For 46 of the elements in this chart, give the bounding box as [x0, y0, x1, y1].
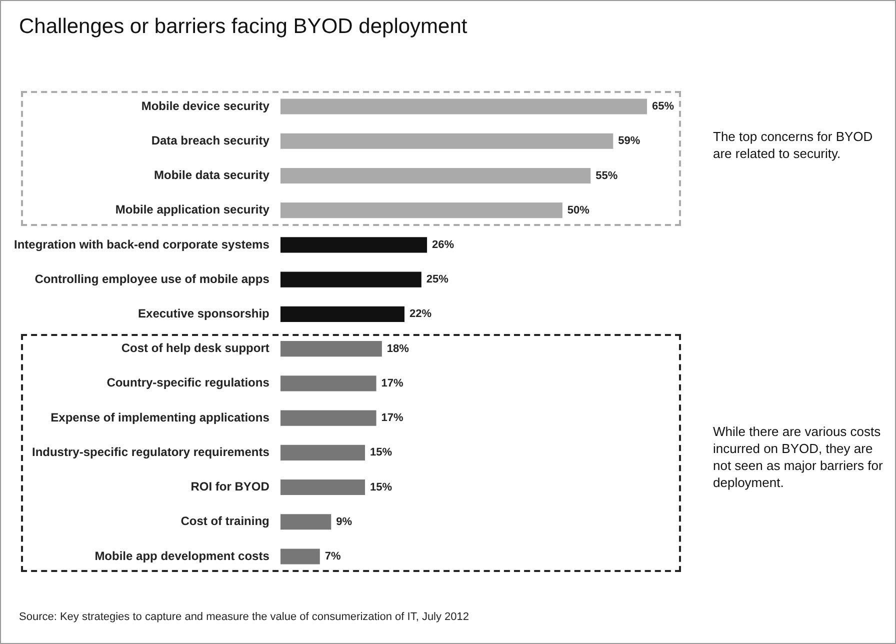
bar: [280, 376, 376, 392]
y-tick-label: Cost of training: [180, 514, 270, 528]
bar: [280, 341, 382, 357]
data-label: 15%: [370, 481, 392, 494]
data-label: 17%: [381, 377, 404, 390]
data-label: 50%: [567, 204, 590, 216]
data-label: 25%: [426, 274, 449, 286]
y-tick-label: Controlling employee use of mobile apps: [34, 272, 270, 286]
y-tick-label: Data breach security: [151, 133, 270, 148]
data-label: 59%: [618, 135, 640, 148]
bar: [280, 202, 562, 218]
data-label: 18%: [386, 342, 410, 355]
y-tick-label: Executive sponsorship: [138, 306, 270, 321]
chart-title: Challenges or barriers facing BYOD deployment: [19, 15, 468, 39]
bar: [280, 133, 614, 149]
y-tick-label: Country-specific regulations: [106, 376, 270, 390]
bar: [280, 272, 422, 288]
bar: [280, 98, 648, 114]
bar: [280, 548, 320, 564]
data-label: 7%: [324, 550, 341, 563]
bar: [280, 237, 428, 253]
y-tick-label: Integration with back-end corporate systems: [14, 237, 270, 252]
text: While there are various costs incurred on BYOD, they are not seen as major barriers for deployment.: [713, 422, 883, 491]
data-label: 26%: [432, 238, 454, 251]
y-tick-label: Expense of implementing applications: [50, 410, 270, 424]
data-label: 9%: [336, 516, 352, 528]
bar: [280, 479, 365, 496]
y-tick-label: ROI for BYOD: [190, 480, 270, 494]
bar: [280, 514, 332, 530]
y-tick-label: Mobile app development costs: [94, 548, 270, 563]
data-label: 15%: [370, 446, 392, 459]
bar: [280, 306, 404, 322]
y-tick-label: Mobile data security: [154, 168, 270, 182]
bar: [280, 444, 365, 460]
data-label: 55%: [596, 170, 618, 182]
data-label: 65%: [652, 100, 674, 113]
data-label: 22%: [409, 308, 432, 320]
source-note: Source: Key strategies to capture and measure the value of consumerization of IT, July 2012: [19, 611, 470, 623]
y-tick-label: Industry-specific regulatory requirements: [32, 444, 270, 459]
y-tick-label: Mobile application security: [115, 202, 270, 217]
data-label: 17%: [381, 412, 404, 424]
bar: [280, 410, 376, 426]
y-tick-label: Mobile device security: [141, 98, 270, 113]
bar: [280, 168, 591, 184]
text: The top concerns for BYOD are related to security.: [713, 128, 874, 162]
y-tick-label: Cost of help desk support: [121, 341, 270, 356]
